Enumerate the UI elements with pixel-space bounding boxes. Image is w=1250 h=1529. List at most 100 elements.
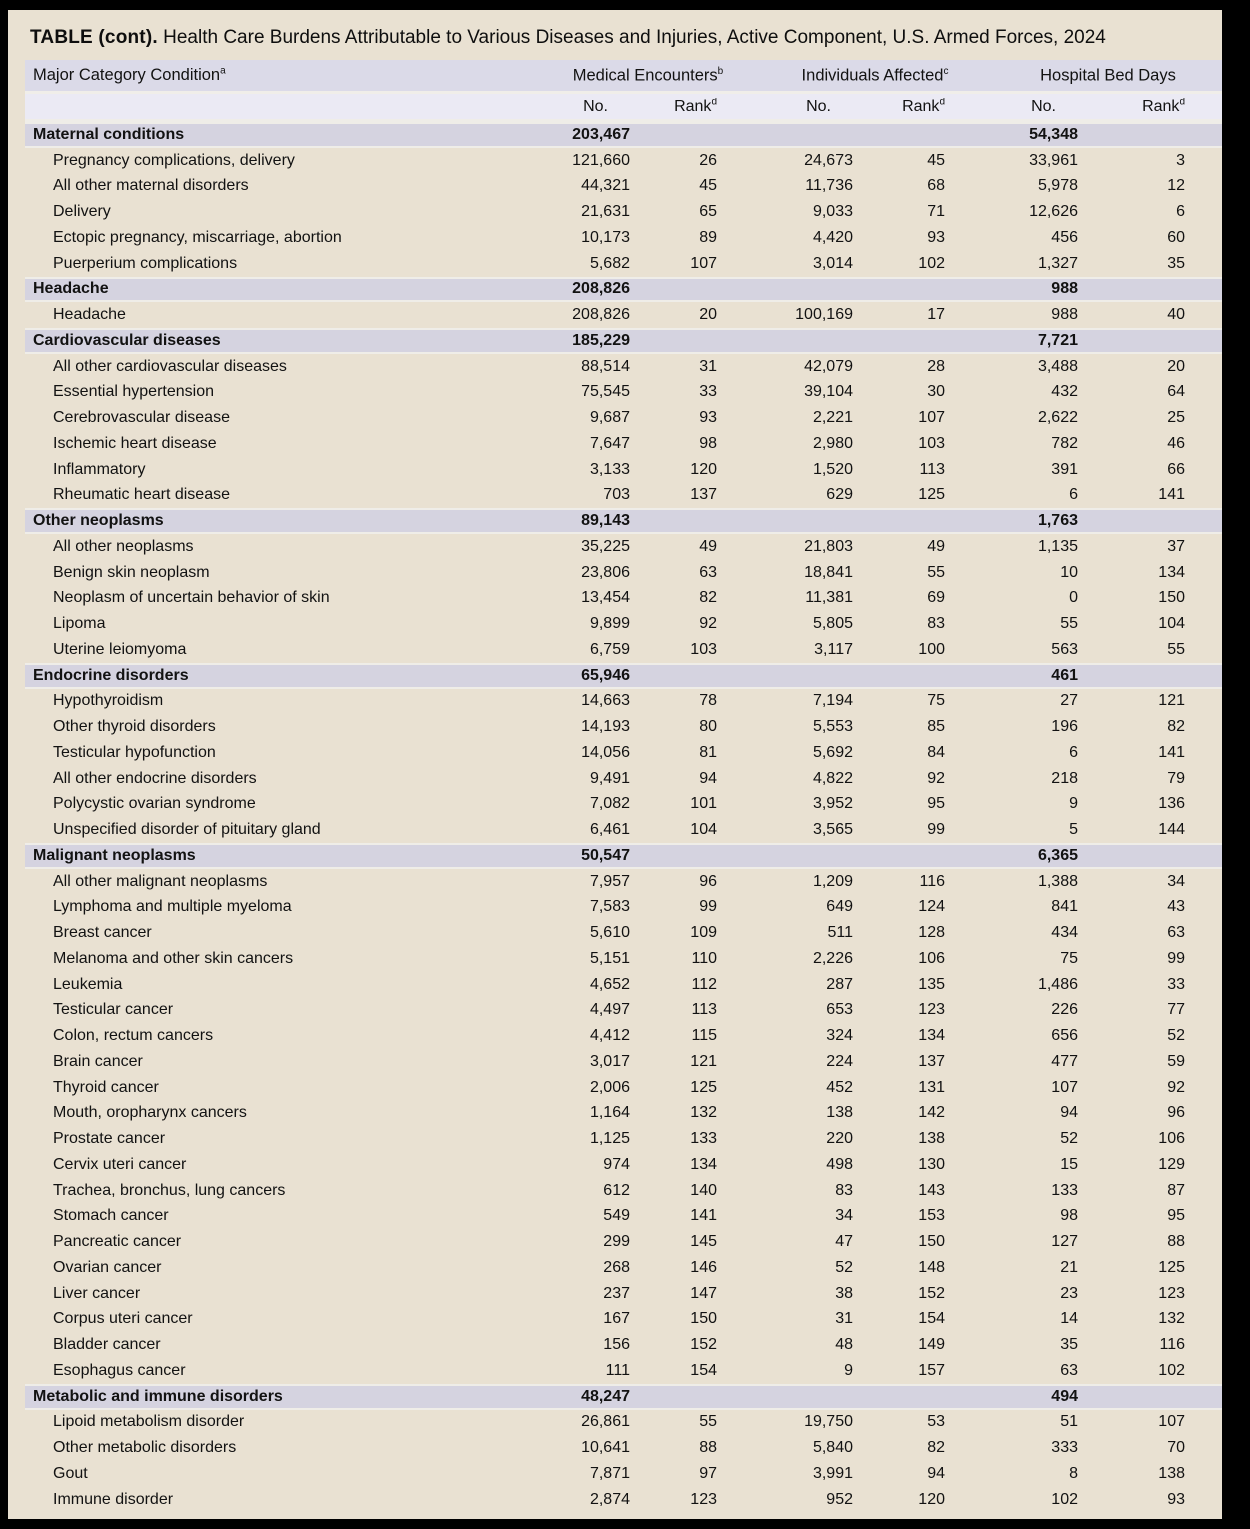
- category-me-no: 89,143: [581, 512, 630, 530]
- ia-rank: 124: [918, 898, 945, 916]
- me-rank: 123: [690, 1490, 717, 1508]
- me-no: 21,631: [581, 203, 630, 221]
- ia-no: 31: [835, 1310, 853, 1328]
- hbd-no: 15: [1060, 1155, 1078, 1173]
- ia-no: 42,079: [804, 357, 853, 375]
- table-row: Testicular hypofunction 14,056 81 5,692 84 6 1…: [25, 740, 1222, 766]
- table-row: Breast cancer 5,610 109 511 128 434 63: [25, 920, 1222, 946]
- category-hbd-no: 1,763: [1037, 512, 1078, 530]
- hbd-no: 75: [1060, 949, 1078, 967]
- hbd-rank: 136: [1158, 795, 1185, 813]
- ia-rank: 93: [927, 228, 945, 246]
- ia-no: 5,692: [812, 743, 853, 761]
- me-rank: 20: [699, 306, 717, 324]
- ia-rank: 75: [927, 692, 945, 710]
- me-no: 156: [603, 1336, 630, 1354]
- hbd-rank: 82: [1167, 718, 1185, 736]
- me-rank: 109: [690, 924, 717, 942]
- individuals-affected-label: Individuals Affected: [801, 66, 944, 84]
- hbd-no: 133: [1051, 1181, 1078, 1199]
- me-no: 612: [603, 1181, 630, 1199]
- me-rank: 101: [690, 795, 717, 813]
- condition-name: Puerperium complications: [53, 254, 238, 272]
- hbd-rank: 77: [1167, 1001, 1185, 1019]
- table-row: Puerperium complications 5,682 107 3,014 102…: [25, 251, 1222, 277]
- hbd-rank: 87: [1167, 1181, 1185, 1199]
- ia-rank: 95: [927, 795, 945, 813]
- me-rank: 81: [699, 743, 717, 761]
- hbd-no: 333: [1051, 1439, 1078, 1457]
- ia-no: 511: [827, 924, 853, 942]
- me-no: 121,660: [572, 151, 630, 169]
- me-no: 75,545: [581, 383, 630, 401]
- condition-name: Lipoma: [53, 615, 106, 633]
- category-name: Other neoplasms: [33, 512, 164, 530]
- condition-name: Corpus uteri cancer: [53, 1310, 193, 1328]
- ia-rank: 120: [918, 1490, 945, 1508]
- ia-rank: 116: [919, 872, 945, 890]
- me-no: 44,321: [581, 177, 630, 195]
- me-rank: 82: [699, 589, 717, 607]
- condition-name: Rheumatic heart disease: [53, 486, 230, 504]
- ia-no: 7,194: [812, 692, 853, 710]
- condition-name: All other maternal disorders: [53, 177, 249, 195]
- me-rank: 146: [690, 1258, 717, 1276]
- condition-name: Hypothyroidism: [53, 692, 164, 710]
- hbd-rank: 96: [1167, 1104, 1185, 1122]
- ia-rank: 83: [927, 615, 945, 633]
- hbd-no: 5: [1069, 821, 1078, 839]
- category-name: Endocrine disorders: [33, 666, 189, 684]
- condition-name: Lipoid metabolism disorder: [53, 1413, 245, 1431]
- ia-no: 5,805: [812, 615, 853, 633]
- category-row: Cardiovascular diseases 185,229 7,721: [25, 328, 1222, 354]
- me-no: 237: [603, 1284, 630, 1302]
- category-me-no: 208,826: [572, 280, 630, 298]
- condition-name: Stomach cancer: [53, 1207, 169, 1225]
- medical-encounters-label: Medical Encounters: [572, 66, 718, 84]
- hbd-rank: 123: [1158, 1284, 1185, 1302]
- ia-rank: 128: [918, 924, 945, 942]
- me-rank: 97: [699, 1464, 717, 1482]
- me-rank: 115: [691, 1027, 717, 1045]
- ia-rank: 28: [927, 357, 945, 375]
- hbd-rank: 107: [1158, 1413, 1185, 1431]
- me-no: 5,151: [589, 949, 630, 967]
- hbd-no: 456: [1051, 228, 1078, 246]
- hbd-rank: 141: [1158, 486, 1185, 504]
- table-row: Pregnancy complications, delivery 121,660…: [25, 148, 1222, 174]
- table-row: Corpus uteri cancer 167 150 31 154 14 132: [25, 1307, 1222, 1333]
- hbd-no: 12,626: [1029, 203, 1078, 221]
- hbd-rank-header: Rankd: [1086, 98, 1193, 116]
- category-name: Cardiovascular diseases: [33, 331, 221, 349]
- ia-rank: 84: [927, 743, 945, 761]
- category-row: Malignant neoplasms 50,547 6,365: [25, 843, 1222, 869]
- me-rank: 133: [690, 1130, 717, 1148]
- me-no: 5,682: [589, 254, 630, 272]
- ia-no: 100,169: [795, 306, 853, 324]
- table-row: Ischemic heart disease 7,647 98 2,980 103 782…: [25, 431, 1222, 457]
- ia-no: 649: [826, 898, 853, 916]
- me-no: 23,806: [581, 563, 630, 581]
- ia-no: 11,736: [805, 177, 853, 195]
- ia-rank-header: Rankd: [861, 98, 953, 116]
- me-no: 7,647: [589, 434, 630, 452]
- condition-name: Testicular cancer: [53, 1001, 174, 1019]
- table-header-groups: Major Category Conditiona Medical Encoun…: [25, 60, 1222, 94]
- table-row: Other metabolic disorders 10,641 88 5,840 82…: [25, 1435, 1222, 1461]
- ia-no: 2,221: [812, 409, 853, 427]
- ia-no: 5,553: [812, 718, 853, 736]
- me-no: 1,125: [589, 1130, 630, 1148]
- medical-encounters-header: Medical Encountersb: [573, 66, 723, 85]
- me-rank: 145: [690, 1233, 717, 1251]
- me-no: 6,759: [589, 640, 630, 658]
- condition-name: Cerebrovascular disease: [53, 409, 230, 427]
- hbd-no: 0: [1069, 589, 1078, 607]
- me-rank: 88: [699, 1439, 717, 1457]
- category-me-no: 48,247: [581, 1387, 630, 1405]
- hbd-no: 1,135: [1037, 537, 1078, 555]
- condition-name: Uterine leiomyoma: [53, 640, 187, 658]
- hbd-no: 27: [1060, 692, 1078, 710]
- hbd-no: 98: [1060, 1207, 1078, 1225]
- hbd-no: 3,488: [1037, 357, 1078, 375]
- ia-no: 4,420: [812, 228, 853, 246]
